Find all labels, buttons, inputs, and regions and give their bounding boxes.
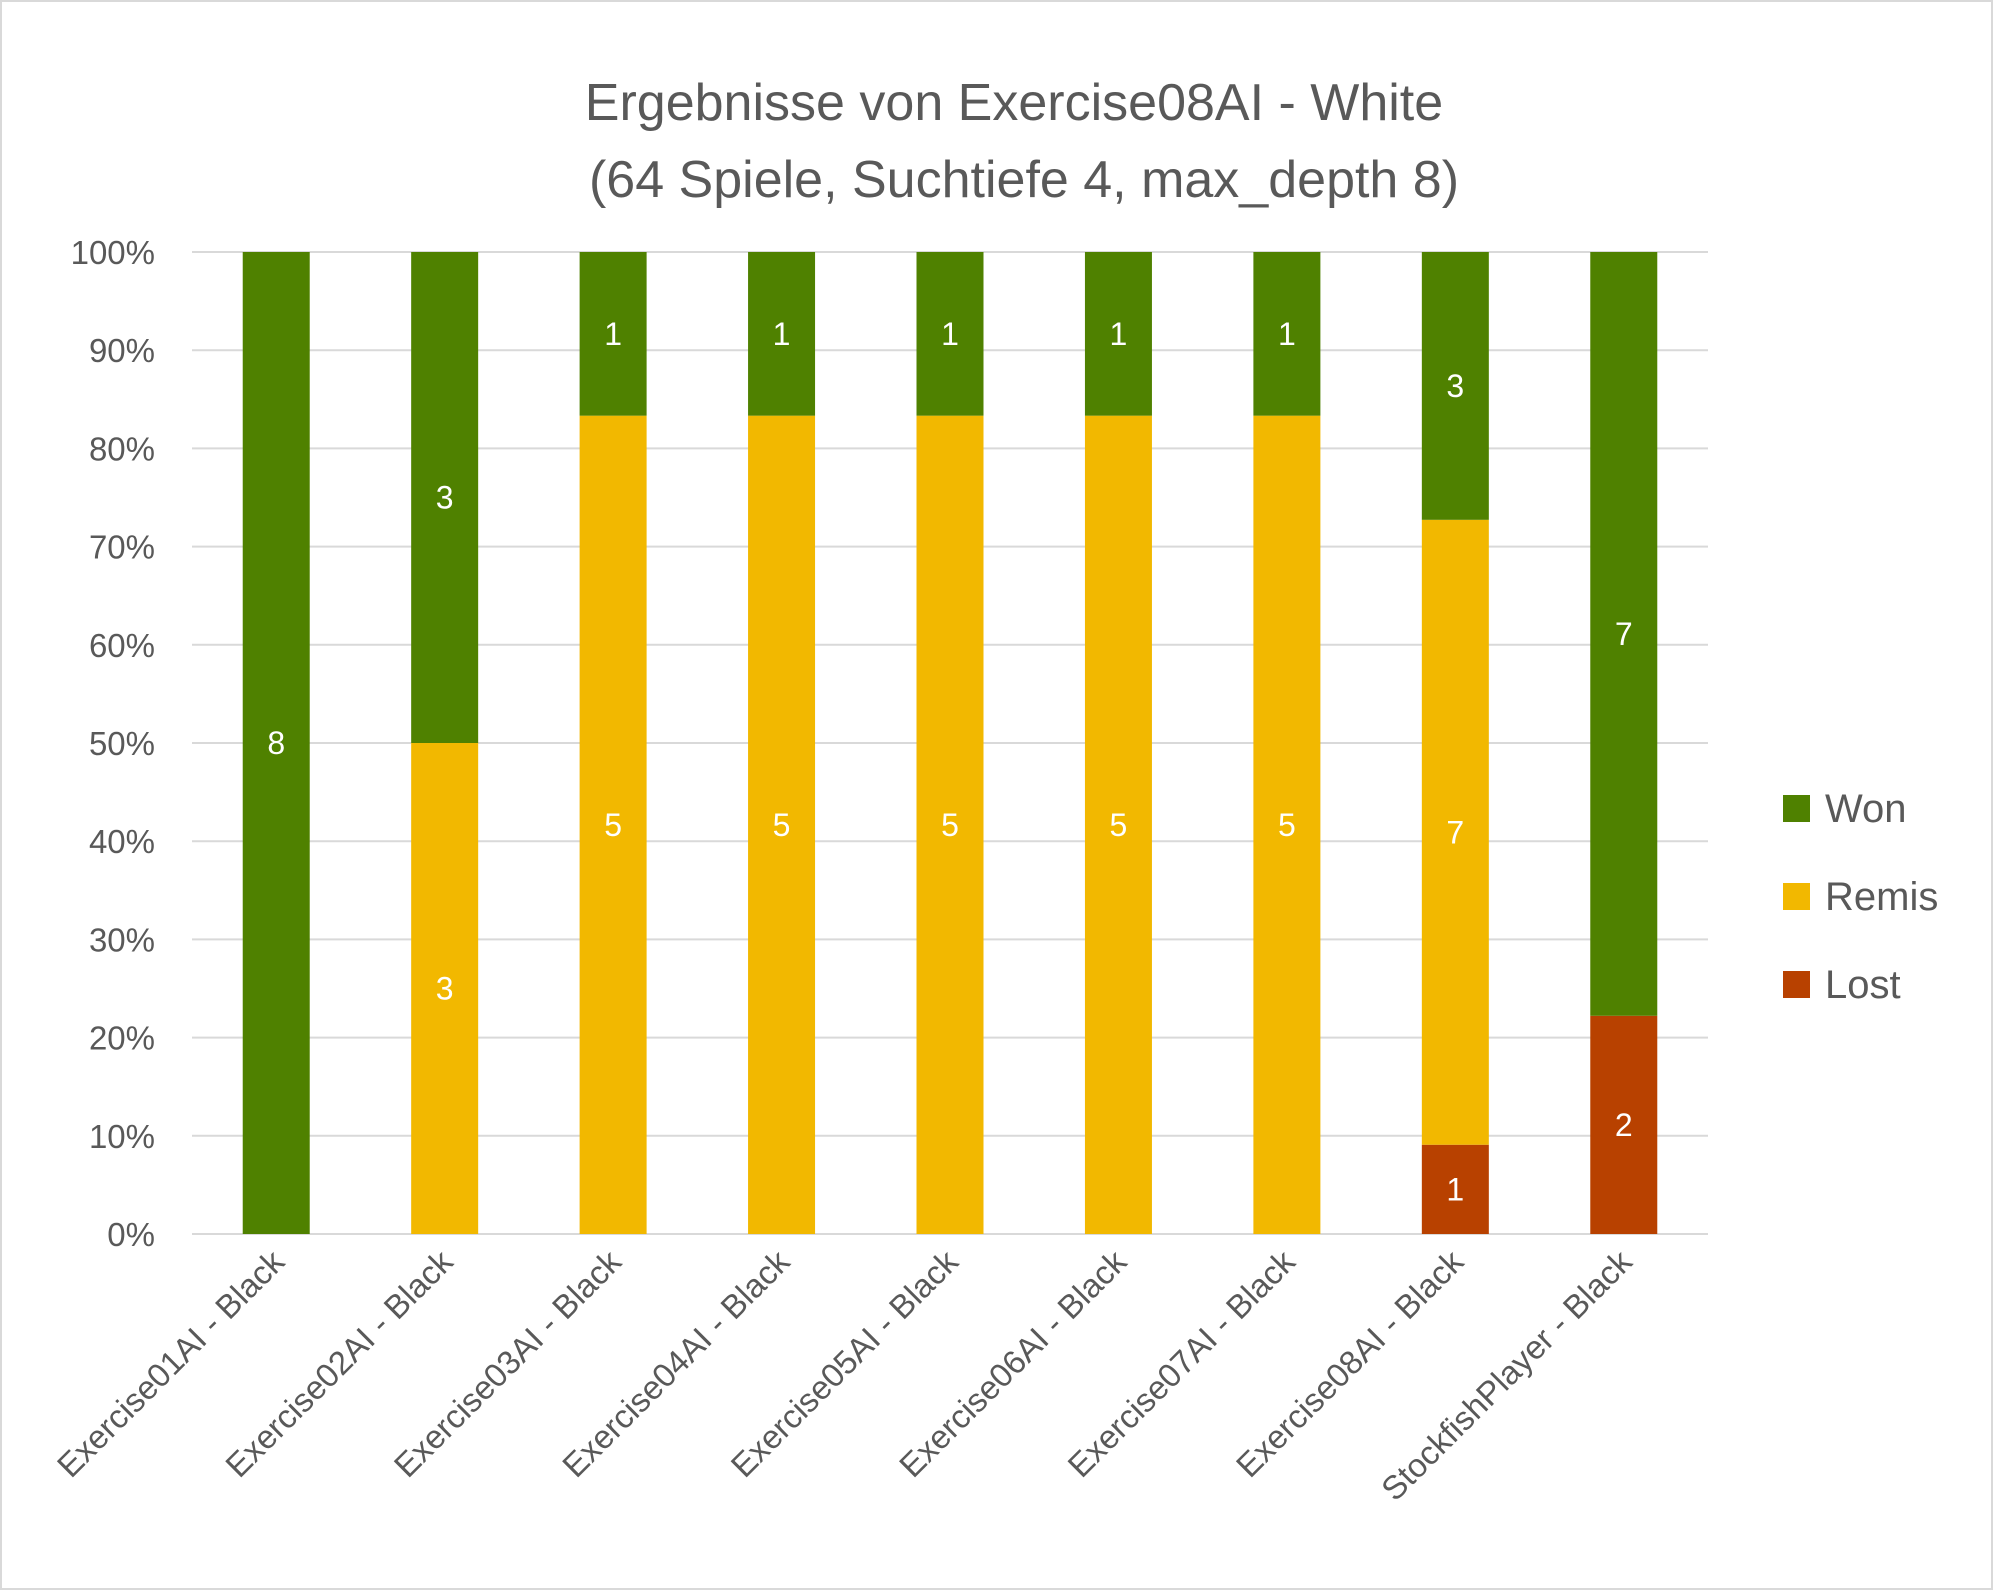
legend-swatch-remis bbox=[1783, 883, 1810, 910]
y-tick-label: 10% bbox=[89, 1118, 155, 1155]
y-tick-label: 30% bbox=[89, 921, 155, 958]
legend-label-won: Won bbox=[1825, 787, 1907, 831]
data-label-won: 7 bbox=[1615, 616, 1633, 652]
bar-segment-won bbox=[579, 252, 647, 416]
bar-segment-remis bbox=[1253, 415, 1321, 1235]
bar-segment-remis bbox=[916, 415, 984, 1235]
bar-segment-remis bbox=[411, 743, 479, 1234]
data-label-remis: 5 bbox=[941, 807, 959, 843]
bar-segment-remis bbox=[1421, 519, 1489, 1145]
legend-label-remis: Remis bbox=[1825, 875, 1938, 919]
data-label-remis: 7 bbox=[1446, 814, 1464, 850]
y-tick-label: 70% bbox=[89, 529, 155, 566]
data-label-won: 1 bbox=[773, 316, 791, 352]
data-label-won: 3 bbox=[436, 480, 454, 516]
chart-title: Ergebnisse von Exercise08AI - White bbox=[585, 74, 1443, 132]
bar-segment-lost bbox=[1590, 1015, 1658, 1234]
bar-segment-remis bbox=[748, 415, 816, 1235]
data-label-lost: 1 bbox=[1446, 1171, 1464, 1207]
data-label-won: 3 bbox=[1446, 368, 1464, 404]
bar-segment-won bbox=[1590, 252, 1658, 1016]
data-label-won: 1 bbox=[1278, 316, 1296, 352]
bars bbox=[242, 252, 1658, 1235]
bar-segment-won bbox=[748, 252, 816, 416]
data-label-remis: 5 bbox=[1278, 807, 1296, 843]
bar-segment-remis bbox=[1084, 415, 1152, 1235]
chart-subtitle: (64 Spiele, Suchtiefe 4, max_depth 8) bbox=[589, 151, 1459, 209]
data-label-remis: 5 bbox=[604, 807, 622, 843]
data-label-won: 1 bbox=[941, 316, 959, 352]
bar-segment-won bbox=[242, 252, 310, 1234]
y-tick-label: 20% bbox=[89, 1020, 155, 1057]
y-tick-label: 50% bbox=[89, 725, 155, 762]
bar-segment-won bbox=[1253, 252, 1321, 416]
y-tick-label: 100% bbox=[71, 234, 155, 271]
y-tick-label: 0% bbox=[107, 1216, 155, 1253]
data-label-lost: 2 bbox=[1615, 1107, 1633, 1143]
bar-segment-won bbox=[916, 252, 984, 416]
legend-label-lost: Lost bbox=[1825, 963, 1901, 1007]
bar-segment-lost bbox=[1421, 1144, 1489, 1234]
y-tick-label: 90% bbox=[89, 332, 155, 369]
y-tick-label: 40% bbox=[89, 823, 155, 860]
data-label-won: 1 bbox=[1110, 316, 1128, 352]
legend: Won Remis Lost bbox=[1783, 787, 1938, 1007]
data-label-remis: 3 bbox=[436, 971, 454, 1007]
bar-segment-won bbox=[1084, 252, 1152, 416]
data-label-remis: 5 bbox=[1110, 807, 1128, 843]
data-label-won: 1 bbox=[604, 316, 622, 352]
data-label-remis: 5 bbox=[773, 807, 791, 843]
bar-segment-won bbox=[411, 252, 479, 743]
bar-segment-remis bbox=[579, 415, 647, 1235]
y-tick-label: 60% bbox=[89, 627, 155, 664]
y-tick-label: 80% bbox=[89, 430, 155, 467]
legend-swatch-lost bbox=[1783, 971, 1810, 998]
y-axis-ticks: 0% 10% 20% 30% 40% 50% 60% 70% 80% 90% 100% bbox=[71, 234, 155, 1253]
bar-segment-won bbox=[1421, 252, 1489, 520]
data-label-won: 8 bbox=[267, 725, 285, 761]
legend-swatch-won bbox=[1783, 795, 1810, 822]
